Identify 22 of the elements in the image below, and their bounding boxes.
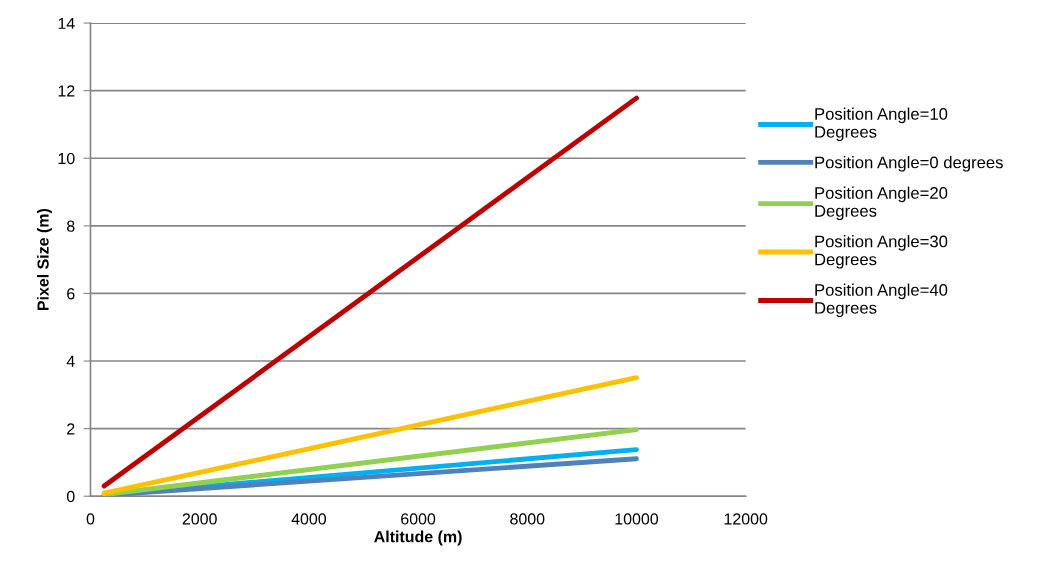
x-tick-label: 6000 xyxy=(401,513,436,525)
y-tick-label: 8 xyxy=(67,220,75,232)
y-tick-label: 10 xyxy=(58,152,75,165)
x-tick-label: 10000 xyxy=(615,513,659,525)
x-tick-label: 4000 xyxy=(291,513,327,525)
y-tick-label: 2 xyxy=(67,423,75,435)
x-tick-label: 2000 xyxy=(182,513,217,525)
y-tick-label: 0 xyxy=(66,490,75,503)
y-axis-title: Pixel Size (m) xyxy=(36,208,52,311)
y-tick-label: 4 xyxy=(66,355,75,367)
y-tick-label: 14 xyxy=(58,17,75,29)
legend-label: Position Angle=30 Degrees xyxy=(815,235,948,269)
x-tick-label: 0 xyxy=(86,513,95,525)
y-tick-label: 6 xyxy=(67,288,75,300)
x-tick-label: 12000 xyxy=(724,513,768,525)
y-tick-label: 12 xyxy=(58,85,75,97)
legend-label: Position Angle=0 degrees xyxy=(815,156,1003,172)
legend-label: Position Angle=40 Degrees xyxy=(815,283,948,318)
legend-label: Position Angle=10 Degrees xyxy=(815,107,948,142)
legend-label: Position Angle=20 Degrees xyxy=(815,186,948,221)
x-axis-title: Altitude (m) xyxy=(374,530,462,546)
x-tick-label: 8000 xyxy=(510,513,545,525)
